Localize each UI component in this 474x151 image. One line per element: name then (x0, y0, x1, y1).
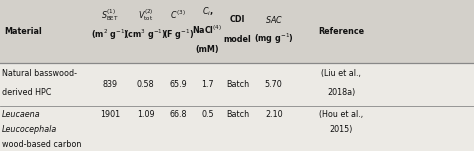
Text: (F g$^{-1}$): (F g$^{-1}$) (163, 27, 194, 42)
Text: (mg g$^{-1}$): (mg g$^{-1}$) (254, 32, 294, 47)
Text: (cm$^3$ g$^{-1}$): (cm$^3$ g$^{-1}$) (124, 27, 167, 42)
Text: Batch: Batch (226, 80, 249, 89)
Text: model: model (224, 35, 252, 44)
Bar (0, 0, 474, 63)
Text: $S_\mathrm{BET}^{(1)}$: $S_\mathrm{BET}^{(1)}$ (101, 7, 119, 23)
Text: 1901: 1901 (100, 109, 120, 119)
Text: derived HPC: derived HPC (2, 88, 51, 97)
Text: 2015): 2015) (329, 125, 353, 134)
Text: NaCl$^{(4)}$: NaCl$^{(4)}$ (192, 24, 222, 36)
Text: 2018a): 2018a) (327, 88, 356, 97)
Text: 0.58: 0.58 (137, 80, 155, 89)
Text: $C^{(3)}$: $C^{(3)}$ (170, 9, 186, 21)
Text: $C_i$,: $C_i$, (201, 6, 213, 18)
Text: 65.9: 65.9 (169, 80, 187, 89)
Text: (Hou et al.,: (Hou et al., (319, 109, 364, 119)
Text: 5.70: 5.70 (265, 80, 283, 89)
Text: Reference: Reference (318, 27, 365, 36)
Text: 66.8: 66.8 (170, 109, 187, 119)
Text: $\mathit{SAC}$: $\mathit{SAC}$ (264, 14, 283, 25)
Text: 2.10: 2.10 (265, 109, 283, 119)
Text: Natural basswood-: Natural basswood- (2, 69, 77, 79)
Text: 0.5: 0.5 (201, 109, 214, 119)
Text: Leucocephala: Leucocephala (2, 125, 57, 134)
Text: Material: Material (4, 27, 42, 36)
Text: (Liu et al.,: (Liu et al., (321, 69, 361, 79)
Text: $V_\mathrm{tot}^{(2)}$: $V_\mathrm{tot}^{(2)}$ (138, 7, 154, 23)
Text: Batch: Batch (226, 109, 249, 119)
Text: (m$^2$ g$^{-1}$): (m$^2$ g$^{-1}$) (91, 27, 129, 42)
Text: 1.7: 1.7 (201, 80, 214, 89)
Text: Leucaena: Leucaena (2, 109, 40, 119)
Text: (mM): (mM) (196, 45, 219, 54)
Text: wood-based carbon: wood-based carbon (2, 140, 81, 149)
Text: 839: 839 (103, 80, 118, 89)
Text: 1.09: 1.09 (137, 109, 155, 119)
Text: CDI: CDI (230, 15, 246, 24)
